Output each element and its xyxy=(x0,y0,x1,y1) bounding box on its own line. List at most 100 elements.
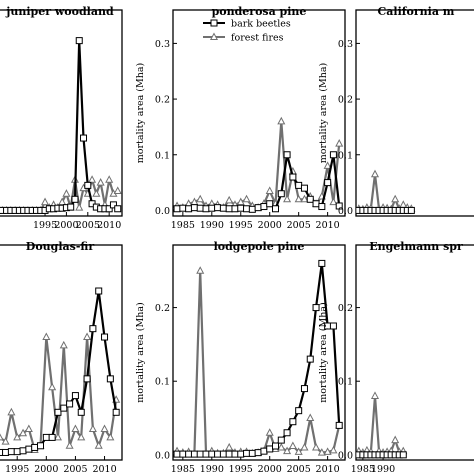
y-tick-label: 0.1 xyxy=(155,150,170,161)
series-bark-beetles xyxy=(356,451,407,459)
data-point xyxy=(312,442,321,451)
data-point xyxy=(329,197,338,206)
x-tick-label: 2000 xyxy=(34,464,58,474)
data-point xyxy=(71,424,80,433)
data-point xyxy=(80,134,88,142)
series-forest-fires xyxy=(356,391,408,456)
x-tick-label: 1985 xyxy=(171,220,195,231)
data-point xyxy=(89,325,97,333)
data-point xyxy=(25,445,33,453)
data-point xyxy=(113,186,122,194)
data-point xyxy=(289,418,297,426)
y-tick-label: 0.2 xyxy=(155,95,170,106)
series-bark-beetles xyxy=(173,259,343,458)
data-point xyxy=(254,449,262,457)
y-tick-label: 0.0 xyxy=(338,206,353,217)
y-tick-label: 0.2 xyxy=(338,95,353,106)
data-point xyxy=(318,259,326,267)
series-line xyxy=(0,335,118,452)
y-tick-label: 0.3 xyxy=(338,39,353,50)
x-tick-label: 1990 xyxy=(200,220,224,231)
data-point xyxy=(294,194,303,203)
data-point xyxy=(288,441,297,450)
data-point xyxy=(283,151,291,159)
data-point xyxy=(94,441,103,449)
x-tick-label: 2000 xyxy=(258,220,282,231)
data-point xyxy=(329,445,338,454)
data-point xyxy=(306,355,314,363)
data-point xyxy=(101,333,109,341)
y-axis-label: mortality area (Mha) xyxy=(318,63,329,163)
legend-label-forest-fires: forest fires xyxy=(231,33,284,44)
data-point xyxy=(335,421,343,429)
data-point xyxy=(260,447,268,455)
data-point xyxy=(100,424,109,433)
data-point xyxy=(173,205,181,213)
plot-frame xyxy=(172,9,346,217)
x-tick-label: 2005 xyxy=(287,220,311,231)
x-tick-label: 1995 xyxy=(5,464,29,474)
y-axis-label: mortality area (Mha) xyxy=(135,63,146,163)
data-point xyxy=(208,204,216,212)
data-point xyxy=(75,37,83,45)
data-point xyxy=(112,408,120,416)
data-point xyxy=(289,173,297,181)
data-point xyxy=(335,139,344,147)
data-point xyxy=(77,432,86,441)
data-point xyxy=(96,178,105,186)
data-point xyxy=(294,447,303,455)
y-tick-label: 0.0 xyxy=(155,206,170,217)
panel-title: juniper woodland xyxy=(5,5,114,18)
data-point xyxy=(42,332,51,341)
panel-title: ponderosa pine xyxy=(212,5,307,18)
data-point xyxy=(48,433,56,441)
data-point xyxy=(391,194,400,203)
data-point xyxy=(185,450,193,458)
data-point xyxy=(306,413,315,422)
data-point xyxy=(71,392,79,400)
data-point xyxy=(179,450,187,458)
series-bark-beetles xyxy=(173,151,343,213)
x-tick-label: 2010 xyxy=(92,464,116,474)
data-point xyxy=(407,206,415,214)
data-point xyxy=(370,391,380,399)
data-point xyxy=(236,197,245,206)
x-tick-label: 2010 xyxy=(316,464,340,474)
series-forest-fires xyxy=(0,332,121,453)
x-tick-label: 2000 xyxy=(258,464,282,474)
data-point xyxy=(196,450,204,458)
data-point xyxy=(248,205,256,213)
x-tick-label: 2005 xyxy=(287,464,311,474)
y-axis-label: mortality area (Mha) xyxy=(318,302,329,402)
data-point xyxy=(306,195,314,203)
data-point xyxy=(7,448,15,456)
data-point xyxy=(2,448,10,456)
data-point xyxy=(265,428,274,436)
panel-title: Engelmann spr xyxy=(369,240,463,253)
data-point xyxy=(231,205,239,213)
data-point xyxy=(225,450,233,458)
data-point xyxy=(67,203,75,211)
panel-title: Douglas-fir xyxy=(26,240,95,253)
data-point xyxy=(92,189,101,197)
data-point xyxy=(88,175,97,183)
data-point xyxy=(323,447,332,455)
data-point xyxy=(65,441,74,449)
data-point xyxy=(254,204,262,212)
y-axis-label: mortality area (Mha) xyxy=(135,302,146,402)
data-point xyxy=(173,450,181,458)
data-point xyxy=(60,404,68,412)
data-point xyxy=(370,169,380,178)
data-point xyxy=(272,442,280,450)
data-point xyxy=(237,450,245,458)
x-tick-label: 2000 xyxy=(54,220,78,231)
data-point xyxy=(283,194,292,203)
data-point xyxy=(237,204,245,212)
series-bark-beetles xyxy=(0,37,122,214)
data-point xyxy=(42,433,50,441)
data-point xyxy=(260,203,268,211)
data-point xyxy=(66,400,74,408)
y-tick-label: 0.1 xyxy=(155,377,170,388)
